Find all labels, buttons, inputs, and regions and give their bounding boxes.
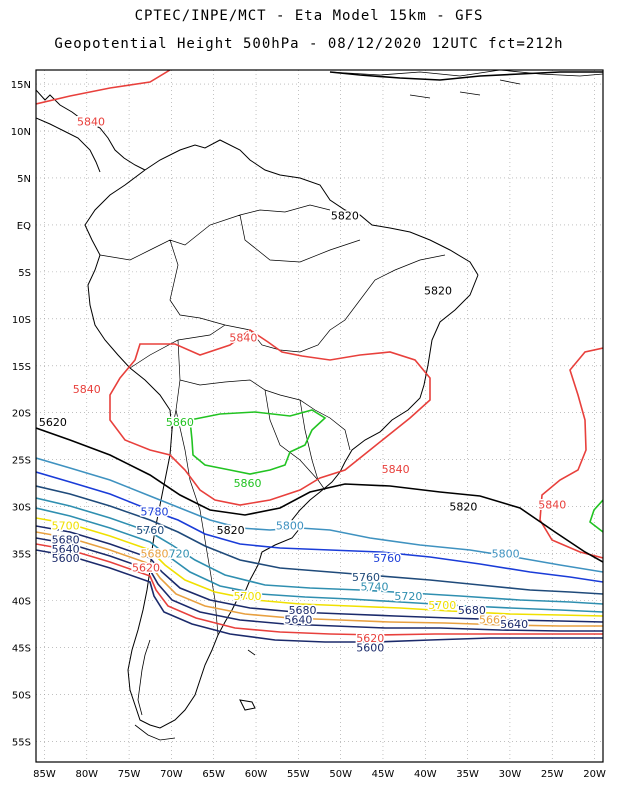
contour-label: 5720 <box>394 590 422 603</box>
contour-label: 5640 <box>500 618 528 631</box>
contour-5780 <box>36 471 603 583</box>
caribbean-north-coast <box>144 139 479 276</box>
contour-label: 5860 <box>166 416 194 429</box>
contour-label: 5680 <box>52 533 80 546</box>
contour-5820-main <box>36 427 603 563</box>
contour-5840-inland <box>109 329 431 506</box>
map-title-line-2: Geopotential Height 500hPa - 08/12/2020 … <box>54 36 564 52</box>
lat-tick-label: 5N <box>17 174 31 185</box>
lon-tick-label: 40W <box>414 769 437 780</box>
lon-tick-label: 30W <box>499 769 522 780</box>
contour-5760 <box>36 485 603 595</box>
lon-tick-label: 85W <box>33 769 56 780</box>
lat-tick-label: 15S <box>12 362 31 373</box>
falklands <box>239 699 256 711</box>
contour-label: 5780 <box>140 505 168 518</box>
contour-label: 5700 <box>234 590 262 603</box>
lat-tick-label: 30S <box>12 503 31 514</box>
caribbean-islands <box>329 70 603 99</box>
map-title-line-1: CPTEC/INPE/MCT - Eta Model 15km - GFS <box>134 8 484 24</box>
lon-tick-label: 45W <box>372 769 395 780</box>
lon-tick-label: 35W <box>456 769 479 780</box>
contour-label: 5860 <box>234 477 262 490</box>
lon-tick-label: 20W <box>583 769 606 780</box>
contour-label: 5740 <box>361 580 389 593</box>
contour-label: 5640 <box>52 543 80 556</box>
lon-tick-label: 80W <box>75 769 98 780</box>
contour-label: 5840 <box>77 116 105 129</box>
central-america-coast <box>36 89 146 173</box>
contour-label: 5600 <box>356 641 384 654</box>
lon-tick-label: 25W <box>541 769 564 780</box>
coastline-and-borders <box>36 70 603 741</box>
contour-5680 <box>36 525 603 623</box>
lat-tick-label: 15N <box>11 80 31 91</box>
contour-5740 <box>36 497 603 605</box>
contour-5600 <box>36 549 603 643</box>
contour-5640 <box>36 537 603 632</box>
contour-label: 5840 <box>73 383 101 396</box>
lat-tick-label: 10S <box>12 315 31 326</box>
lat-tick-label: 55S <box>12 737 31 748</box>
contour-label: 5680 <box>458 604 486 617</box>
contour-label: 5640 <box>284 613 312 626</box>
contour-5700 <box>36 517 603 617</box>
contour-5840-caribbean <box>36 70 171 105</box>
contour-label: 5680 <box>140 548 168 561</box>
lat-tick-label: 10N <box>11 127 31 138</box>
contour-label: 5600 <box>52 552 80 565</box>
contour-5620 <box>36 543 603 636</box>
contour-label: 5800 <box>492 548 520 561</box>
map-background <box>36 70 603 762</box>
south-america-coast <box>84 169 479 729</box>
axis-tick-labels: 15N 10N 5N EQ 5S 10S 15S 20S 25S 30S 35S 40S 45S 50S 5… <box>11 80 606 780</box>
lon-tick-label: 75W <box>118 769 141 780</box>
contour-label: 5760 <box>136 524 164 537</box>
lat-tick-label: 35S <box>12 550 31 561</box>
contour-5860-atlantic <box>589 499 603 533</box>
contour-label: 5760 <box>352 571 380 584</box>
lat-tick-label: 25S <box>12 456 31 467</box>
contour-label: 5800 <box>276 519 304 532</box>
lon-tick-label: 50W <box>329 769 352 780</box>
contour-label: 5840 <box>382 463 410 476</box>
contour-label: 5840 <box>538 499 566 512</box>
contour-label: 5700 <box>52 519 80 532</box>
country-borders <box>99 204 446 636</box>
lon-tick-label: 70W <box>160 769 183 780</box>
contour-labels: 5840 5820 5820 5840 5840 5620 5860 5860 5840 5820… <box>37 114 567 656</box>
contour-lines <box>36 70 603 643</box>
contour-label: 5720 <box>162 548 190 561</box>
lat-tick-label: 5S <box>18 268 31 279</box>
contour-5860-inland <box>189 409 327 475</box>
contour-label: 5820 <box>449 501 477 514</box>
contour-5820-east <box>329 71 603 81</box>
lat-tick-label: 20S <box>12 409 31 420</box>
contour-label: 5820 <box>331 210 359 223</box>
contour-label: 5620 <box>39 416 67 429</box>
contour-5660 <box>36 531 603 627</box>
lon-tick-label: 65W <box>202 769 225 780</box>
contour-5720 <box>36 507 603 613</box>
contour-label: 5620 <box>132 562 160 575</box>
contour-label: 5760 <box>373 552 401 565</box>
contour-label: 5820 <box>217 524 245 537</box>
contour-label: 5680 <box>289 604 317 617</box>
lon-tick-label: 55W <box>287 769 310 780</box>
contour-label: 5620 <box>356 632 384 645</box>
contour-label: 5840 <box>229 332 257 345</box>
contour-5840-atlantic <box>539 347 603 559</box>
map-frame <box>35 69 604 763</box>
lat-tick-label: 40S <box>12 597 31 608</box>
lon-tick-label: 60W <box>245 769 268 780</box>
contour-5800 <box>36 457 603 573</box>
lat-tick-label: EQ <box>17 221 31 232</box>
lat-tick-label: 45S <box>12 643 31 654</box>
contour-label: 5660 <box>479 613 507 626</box>
chile-islands <box>134 589 256 741</box>
contour-label: 5820 <box>424 285 452 298</box>
contour-label: 5700 <box>428 599 456 612</box>
lat-tick-label: 50S <box>12 690 31 701</box>
